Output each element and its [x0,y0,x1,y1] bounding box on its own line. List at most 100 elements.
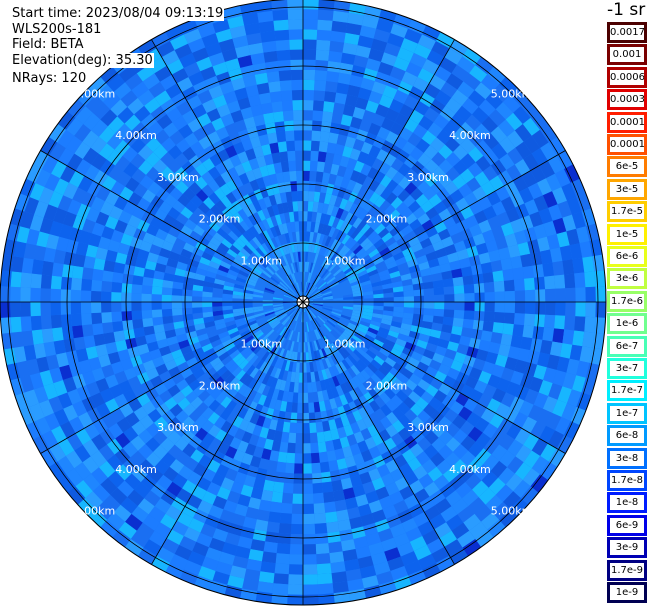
radar-cell [247,389,258,401]
radar-cell [270,276,280,285]
radar-cell [274,309,285,315]
radar-cell [182,289,193,297]
radar-cell [306,231,311,242]
radar-cell [395,202,409,215]
radar-cell [366,265,377,274]
radar-cell [353,431,365,444]
radar-cell [202,302,213,308]
radar-cell [41,260,54,276]
radar-cell [569,344,583,361]
radar-cell [160,489,177,506]
radar-cell [345,22,362,36]
radar-cell [222,305,233,311]
radar-cell [463,284,475,294]
radar-cell [303,211,308,222]
radar-cell [365,58,381,72]
radar-cell [141,285,153,295]
radar-cell [176,100,192,116]
radar-cell [374,183,387,196]
radar-cell [99,159,116,176]
radar-cell [512,412,528,429]
radar-cell [170,34,188,50]
radar-cell [438,363,451,376]
radar-cell [395,338,407,348]
radar-cell [237,407,248,419]
radar-cell [194,414,208,428]
radar-cell [503,94,521,113]
radar-cell [555,169,571,187]
radar-cell [442,375,456,388]
colorscale-swatch-label: 1.7e-5 [610,204,644,220]
radar-cell [101,226,115,240]
radar-cell [73,336,86,351]
radar-cell [256,155,267,168]
radar-cell [576,392,592,411]
radar-cell [371,281,382,288]
radar-cell [355,45,371,59]
radar-cell [74,141,91,159]
radar-cell [522,468,540,487]
radar-cell [454,293,465,302]
radar-cell [343,167,354,180]
radar-cell [90,290,102,302]
radar-cell [447,367,460,380]
radar-cell [376,331,388,339]
radar-cell [175,451,191,466]
radar-cell [312,319,319,329]
radar-cell [332,438,343,451]
radar-cell [293,211,299,222]
radar-cell [449,39,468,57]
radar-cell [453,240,467,253]
radar-cell [435,247,448,259]
radar-cell [10,286,21,302]
radar-cell [324,91,337,103]
radar-cell [152,159,168,174]
radar-cell [287,584,303,595]
radar-cell [252,356,262,368]
radar-cell [277,533,291,545]
radar-cell [466,412,481,427]
radar-cell [309,309,317,318]
radar-cell [101,291,112,302]
radar-cell [211,117,225,131]
radar-cell [303,79,315,91]
radar-cell [86,381,100,397]
radar-cell [521,416,537,434]
radar-cell [442,278,454,288]
radar-cell [192,307,203,314]
radar-cell [280,161,290,173]
radar-cell [257,221,267,232]
radar-cell [208,424,221,438]
radar-cell [370,342,382,352]
radar-cell [329,281,339,289]
radar-cell [91,467,108,485]
radar-cell [273,162,283,174]
radar-cell [224,252,236,262]
radar-cell [180,248,193,259]
radar-cell [169,403,183,417]
radar-cell [221,48,238,62]
radar-cell [321,369,328,380]
radar-cell [372,313,383,319]
radar-cell [252,236,262,248]
radar-cell [363,67,378,82]
radar-cell [14,193,30,212]
radar-cell [434,522,452,539]
radar-cell [444,294,455,302]
radar-cell [331,571,348,584]
radar-cell [265,266,275,275]
radar-cell [127,489,145,507]
radar-cell [194,427,208,441]
radar-cell [237,55,253,68]
radar-cell [161,240,174,252]
radar-cell [325,152,335,164]
radar-cell [485,239,499,253]
radar-cell [248,191,258,203]
radar-cell [131,506,149,523]
radar-cell [360,513,375,527]
radar-cell [544,275,556,290]
radar-cell [514,302,526,314]
radar-cell [63,404,78,422]
radar-cell [257,383,266,395]
radar-cell [464,302,475,311]
